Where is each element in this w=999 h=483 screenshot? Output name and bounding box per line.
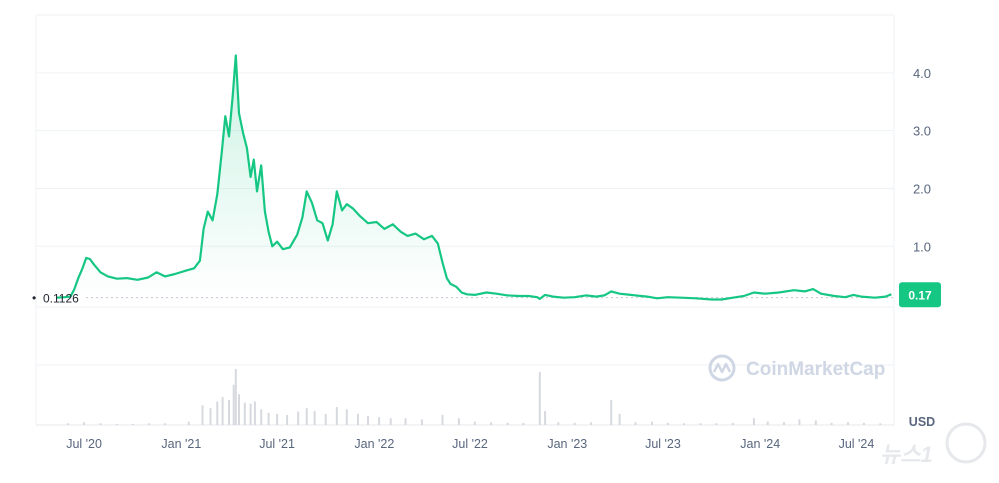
volume-bar	[473, 421, 476, 425]
volume-bar	[715, 423, 718, 425]
volume-bar	[131, 423, 134, 425]
volume-bar	[243, 402, 246, 425]
volume-bar	[216, 401, 219, 425]
volume-bar	[683, 423, 686, 425]
volume-bar	[67, 423, 70, 425]
volume-bar	[522, 422, 525, 425]
x-tick-label: Jan '21	[161, 437, 201, 451]
volume-bar	[367, 416, 369, 425]
volume-bar	[650, 421, 653, 425]
x-tick-label: Jul '23	[645, 437, 681, 451]
volume-bar	[324, 413, 327, 425]
volume-bar	[249, 403, 252, 425]
start-price-label: 0.1126	[43, 292, 79, 306]
volume-bar	[590, 422, 593, 425]
volume-bar	[752, 418, 755, 425]
y-tick-label: 3.0	[913, 124, 931, 139]
volume-bar	[115, 423, 118, 425]
y-tick-label: 4.0	[913, 66, 931, 81]
volume-bar	[798, 419, 801, 425]
volume-bar	[862, 422, 865, 425]
volume-bar	[228, 399, 230, 425]
volume-bar	[209, 408, 212, 425]
volume-bar	[404, 418, 407, 425]
volume-bar	[260, 409, 263, 425]
volume-bar	[234, 369, 237, 425]
volume-bar	[618, 413, 621, 425]
x-axis: Jul '20 Jan '21 Jul '21 Jan '22 Jul '22 Jan '…	[66, 437, 874, 451]
volume-bar	[276, 413, 279, 425]
volume-bar	[699, 423, 702, 425]
volume-bar	[221, 397, 224, 425]
volume-bar	[830, 422, 833, 425]
chart-grid	[35, 14, 895, 426]
watermark-text: CoinMarketCap	[746, 359, 885, 380]
current-price-badge: 0.17	[899, 282, 941, 308]
start-marker-dot: •	[32, 291, 36, 305]
volume-bar	[148, 423, 151, 425]
y-tick-label: 2.0	[913, 181, 931, 196]
volume-bar	[286, 414, 289, 425]
volume-bar	[573, 422, 576, 425]
coinmarketcap-watermark: CoinMarketCap	[708, 354, 885, 382]
volume-bar	[297, 411, 300, 425]
x-tick-label: Jul '20	[66, 437, 102, 451]
volume-bar	[305, 408, 308, 425]
price-line[interactable]	[56, 54, 892, 301]
volume-bar	[99, 423, 102, 425]
y-axis: 1.0 2.0 3.0 4.0	[913, 66, 931, 254]
volume-bar	[201, 405, 204, 425]
volume-bar	[538, 371, 541, 425]
x-tick-label: Jul '21	[259, 437, 295, 451]
volume-bar	[232, 384, 235, 425]
volume-bar	[666, 422, 669, 425]
x-tick-label: Jan '23	[547, 437, 587, 451]
volume-bar	[335, 407, 338, 425]
volume-bar	[164, 423, 166, 425]
volume-bar	[441, 414, 444, 425]
x-tick-label: Jan '24	[740, 437, 780, 451]
current-price-label: 0.17	[908, 288, 932, 302]
volume-bar	[544, 411, 547, 425]
news1-watermark: 뉴스1	[880, 422, 987, 467]
x-tick-label: Jan '22	[354, 437, 394, 451]
volume-bar	[420, 419, 423, 425]
volume-bar	[378, 417, 381, 425]
volume-bar	[253, 401, 256, 425]
volume-bar	[83, 422, 86, 425]
volume-bar	[847, 422, 849, 425]
start-price-marker: • 0.1126	[32, 291, 79, 306]
volume-bar	[783, 422, 785, 425]
volume-bar	[731, 422, 734, 425]
volume-bar	[267, 412, 270, 425]
volume-bar	[187, 421, 190, 425]
volume-bar	[313, 411, 316, 425]
volume-bar	[356, 413, 359, 425]
volume-bar	[634, 422, 637, 425]
volume-bar	[879, 423, 882, 425]
volume-bars	[67, 369, 882, 425]
volume-bar	[490, 422, 493, 425]
news1-watermark-text: 뉴스1	[880, 442, 933, 467]
volume-bar	[457, 418, 460, 425]
volume-bar	[557, 422, 560, 425]
x-tick-label: Jul '22	[452, 437, 488, 451]
volume-bar	[389, 418, 392, 425]
volume-bar	[610, 399, 613, 425]
y-tick-label: 1.0	[913, 239, 931, 254]
x-tick-label: Jul '24	[839, 437, 875, 451]
volume-bar	[766, 421, 769, 425]
volume-bar	[814, 420, 817, 425]
volume-bar	[506, 422, 509, 425]
price-area-fill	[56, 55, 892, 300]
volume-bar	[238, 394, 240, 425]
volume-bar	[345, 409, 348, 425]
currency-label: USD	[909, 415, 935, 429]
